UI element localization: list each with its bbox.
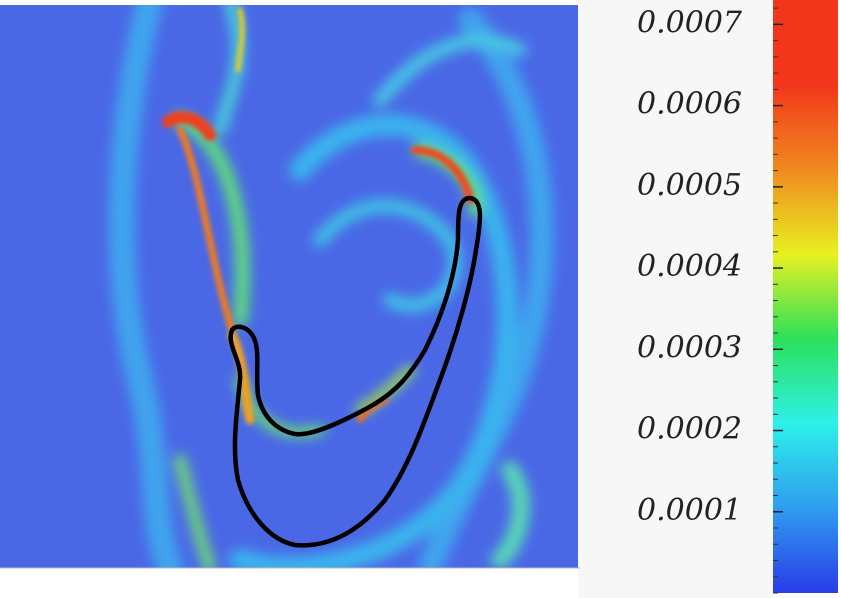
tick-label: 0.0001 <box>637 493 742 528</box>
tick-label: 0.0006 <box>637 87 742 122</box>
figure: 0.0001 0.0002 0.0003 0.0004 0.0005 0.0006 0.00… <box>0 0 841 598</box>
tick-label: 0.0007 <box>637 5 743 40</box>
colorbar <box>773 0 838 593</box>
tick-label: 0.0005 <box>637 168 742 203</box>
tick-label: 0.0004 <box>637 249 742 284</box>
tick-label: 0.0002 <box>637 412 742 447</box>
tick-label: 0.0003 <box>637 330 742 365</box>
field-image <box>0 0 578 568</box>
